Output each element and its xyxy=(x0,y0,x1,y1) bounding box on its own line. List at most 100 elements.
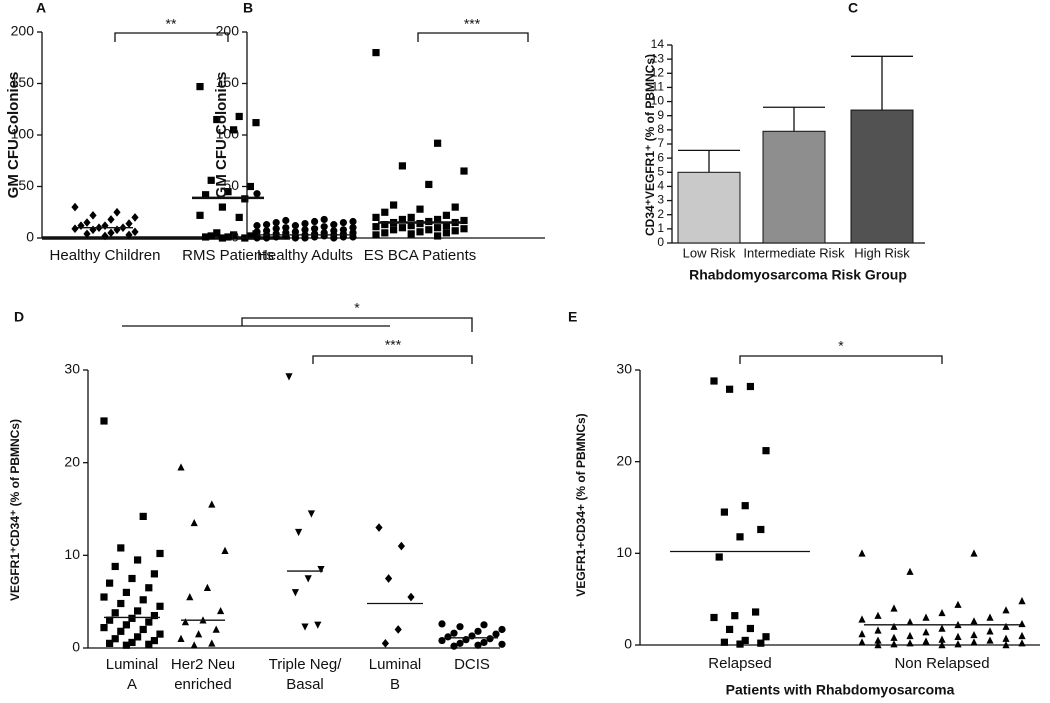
x-tick-label: enriched xyxy=(174,676,232,693)
point xyxy=(291,589,299,597)
x-tick-label: Triple Neg/ xyxy=(269,656,343,673)
point xyxy=(381,229,389,237)
point xyxy=(150,611,158,620)
point xyxy=(1018,631,1026,640)
point xyxy=(263,221,271,229)
point xyxy=(442,222,450,230)
point xyxy=(217,606,225,615)
point xyxy=(922,613,930,621)
y-tick-label: 8 xyxy=(657,122,664,136)
point xyxy=(922,637,930,645)
point xyxy=(218,234,226,242)
y-tick-label: 0 xyxy=(624,636,632,652)
point xyxy=(131,227,139,237)
y-tick-label: 150 xyxy=(11,74,35,90)
point xyxy=(906,639,914,647)
x-tick-label: B xyxy=(390,676,400,693)
significance-label: *** xyxy=(385,337,402,353)
point xyxy=(186,593,194,601)
point xyxy=(407,230,415,238)
y-tick-label: 7 xyxy=(657,136,664,150)
point xyxy=(208,500,216,508)
point xyxy=(113,207,121,217)
point xyxy=(474,641,482,649)
point xyxy=(874,626,882,634)
point xyxy=(460,167,468,175)
point xyxy=(434,215,442,224)
point xyxy=(304,575,312,583)
point xyxy=(874,641,882,649)
x-tick-label: High Risk xyxy=(854,245,910,260)
x-tick-label: Basal xyxy=(286,676,324,693)
point xyxy=(394,625,402,634)
point xyxy=(125,219,133,228)
point xyxy=(156,602,164,610)
point xyxy=(442,229,450,237)
point xyxy=(230,126,238,134)
point xyxy=(752,608,760,616)
point xyxy=(207,176,215,184)
y-tick-label: 9 xyxy=(657,108,664,122)
x-tick-label: A xyxy=(127,676,137,693)
point xyxy=(150,570,158,578)
point xyxy=(741,502,749,510)
panel-letter: D xyxy=(14,309,24,325)
point xyxy=(460,225,468,233)
point xyxy=(285,373,293,381)
point xyxy=(235,112,243,121)
point xyxy=(320,223,328,231)
y-tick-label: 13 xyxy=(651,51,665,65)
point xyxy=(213,115,221,124)
point xyxy=(451,227,459,235)
point xyxy=(906,631,914,640)
point xyxy=(131,213,139,222)
point xyxy=(451,203,459,211)
point xyxy=(253,190,261,198)
point xyxy=(757,639,765,647)
point xyxy=(736,640,744,648)
point xyxy=(122,641,130,649)
point xyxy=(1002,606,1010,614)
x-tick-label: RMS Patients xyxy=(182,247,274,264)
point xyxy=(986,636,994,644)
point xyxy=(416,205,424,213)
point xyxy=(385,574,393,583)
point xyxy=(970,549,978,557)
point xyxy=(212,625,220,633)
point xyxy=(874,611,882,619)
point xyxy=(398,224,406,232)
panel-letter: C xyxy=(848,0,858,16)
point xyxy=(145,618,153,626)
y-tick-label: 50 xyxy=(18,177,34,193)
point xyxy=(381,639,389,648)
y-tick-label: 0 xyxy=(26,229,34,245)
point xyxy=(208,639,216,647)
point xyxy=(196,211,204,219)
point xyxy=(390,226,398,234)
point xyxy=(381,221,389,229)
point xyxy=(117,627,125,635)
point xyxy=(480,638,488,647)
point xyxy=(218,203,226,211)
point xyxy=(190,518,198,527)
point xyxy=(282,224,290,232)
point xyxy=(235,213,243,221)
y-tick-label: 150 xyxy=(216,74,240,90)
point xyxy=(460,216,468,225)
point xyxy=(156,630,164,638)
point xyxy=(398,162,406,170)
y-tick-label: 3 xyxy=(657,193,664,207)
point xyxy=(498,640,506,648)
point xyxy=(425,180,433,189)
point xyxy=(128,614,136,622)
point xyxy=(139,596,147,604)
point xyxy=(375,523,383,532)
point xyxy=(710,377,718,385)
y-tick-label: 20 xyxy=(616,452,632,468)
point xyxy=(731,612,739,620)
point xyxy=(125,230,133,240)
point xyxy=(203,583,211,592)
point xyxy=(282,232,290,240)
point xyxy=(107,228,115,238)
point xyxy=(177,634,185,642)
